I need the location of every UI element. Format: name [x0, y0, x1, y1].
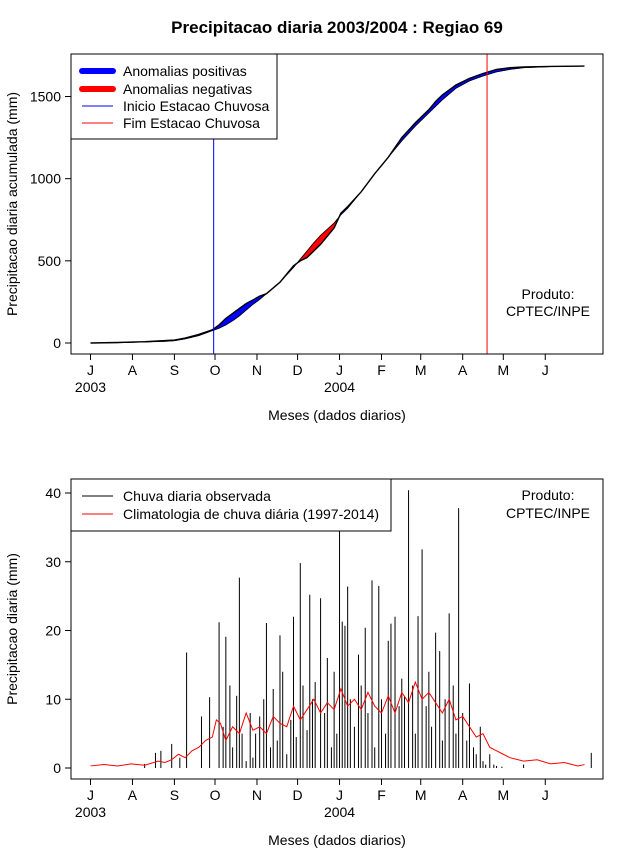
- daily-x-tick-label: O: [210, 787, 221, 803]
- daily-x-tick-label: M: [415, 787, 427, 803]
- accumulated-x-tick-label: A: [128, 362, 138, 378]
- accumulated-x-tick-label: O: [210, 362, 221, 378]
- daily-x-label: Meses (dados diarios): [268, 832, 406, 848]
- daily-y-label: Precipitacao diaria (mm): [4, 553, 20, 705]
- daily-plot-area: [90, 490, 592, 768]
- daily-y-tick-label: 30: [45, 554, 61, 570]
- accumulated-y-tick-label: 500: [38, 253, 62, 269]
- accumulated-x-tick-label: J: [87, 362, 94, 378]
- daily-y-tick-label: 10: [45, 691, 61, 707]
- chart-title: Precipitacao diaria 2003/2004 : Regiao 6…: [171, 18, 503, 37]
- accumulated-x-tick-label: M: [415, 362, 427, 378]
- accumulated-x-tick-label: N: [252, 362, 262, 378]
- accumulated-y-label: Precipitacao diaria acumulada (mm): [4, 92, 20, 316]
- daily-legend-box: [70, 478, 392, 532]
- accumulated-y-tick-label: 1000: [30, 171, 61, 187]
- climatology-accumulated-line: [90, 65, 585, 344]
- legend-label-start: Inicio Estacao Chuvosa: [123, 98, 270, 114]
- daily-year-label: 2004: [324, 804, 355, 820]
- daily-x-tick-label: S: [170, 787, 179, 803]
- accumulated-x-tick-label: A: [458, 362, 468, 378]
- daily-x-tick-label: J: [87, 787, 94, 803]
- accumulated-year-label: 2003: [75, 379, 106, 395]
- accumulated-y-tick-label: 1500: [30, 89, 61, 105]
- accumulated-x-tick-label: D: [293, 362, 303, 378]
- accumulated-annotation-line-1: Produto:: [522, 286, 575, 302]
- daily-y-tick-label: 40: [45, 485, 61, 501]
- legend-label-positive: Anomalias positivas: [123, 63, 247, 79]
- accumulated-annotation-line-2: CPTEC/INPE: [506, 303, 590, 319]
- daily-legend: Chuva diaria observada Climatologia de c…: [70, 478, 392, 532]
- daily-x-tick-label: D: [293, 787, 303, 803]
- accumulated-plot-area: [90, 54, 585, 354]
- daily-x-tick-label: M: [497, 787, 509, 803]
- legend-label-negative: Anomalias negativas: [123, 81, 252, 97]
- daily-y-tick-label: 20: [45, 623, 61, 639]
- accumulated-year-label: 2004: [324, 379, 355, 395]
- observed-accumulated-line: [90, 65, 585, 344]
- daily-x-tick-label: N: [252, 787, 262, 803]
- accumulated-x-tick-label: J: [336, 362, 343, 378]
- legend-label-observed: Chuva diaria observada: [123, 488, 271, 504]
- legend-label-climatology: Climatologia de chuva diária (1997-2014): [123, 506, 379, 522]
- daily-y-tick-label: 0: [53, 760, 61, 776]
- accumulated-x-tick-label: M: [497, 362, 509, 378]
- daily-x-tick-label: A: [128, 787, 138, 803]
- daily-x-tick-label: J: [542, 787, 549, 803]
- legend-label-end: Fim Estacao Chuvosa: [123, 115, 260, 131]
- daily-x-tick-label: J: [336, 787, 343, 803]
- daily-year-label: 2003: [75, 804, 106, 820]
- accumulated-y-tick-label: 0: [53, 335, 61, 351]
- daily-x-tick-label: F: [377, 787, 386, 803]
- accumulated-x-tick-label: F: [377, 362, 386, 378]
- accumulated-x-label: Meses (dados diarios): [268, 407, 406, 423]
- daily-annotation-line-2: CPTEC/INPE: [506, 505, 590, 521]
- daily-annotation-line-1: Produto:: [522, 487, 575, 503]
- daily-x-tick-label: A: [458, 787, 468, 803]
- accumulated-x-tick-label: S: [170, 362, 179, 378]
- accumulated-x-tick-label: J: [542, 362, 549, 378]
- climatology-daily-line: [90, 680, 585, 767]
- accumulated-legend: Anomalias positivas Anomalias negativas …: [70, 53, 278, 140]
